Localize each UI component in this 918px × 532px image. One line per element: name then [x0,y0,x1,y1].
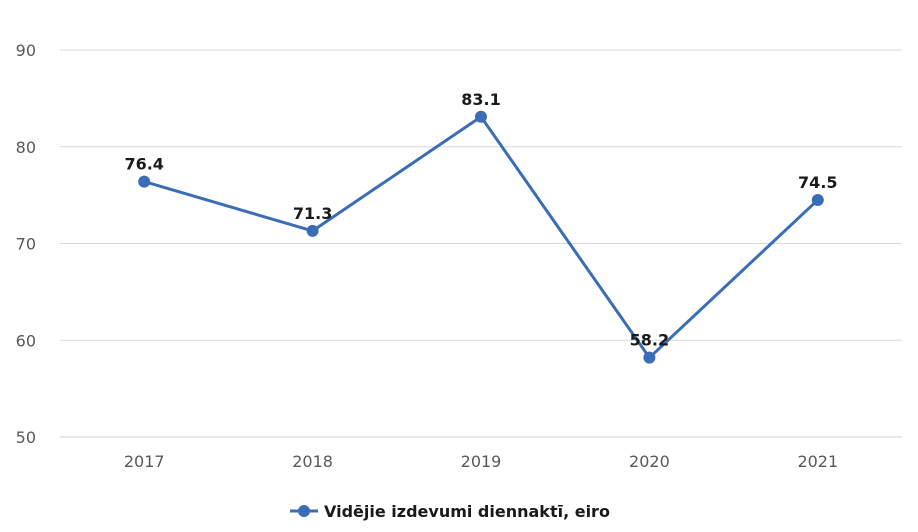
series-layer [138,110,824,364]
x-tick-label: 2021 [797,452,838,471]
gridlines [60,49,902,438]
x-tick-label: 2019 [461,452,502,471]
data-point[interactable] [306,224,319,237]
series-line [143,115,819,360]
y-tick-label: 60 [16,331,36,350]
x-axis-ticks: 2017 2018 2019 2020 2021 [124,452,838,471]
data-point[interactable] [475,110,487,123]
y-tick-label: 90 [16,41,36,60]
data-label: 74.5 [798,173,837,192]
legend-label: Vidējie izdevumi diennaktī, eiro [324,502,610,521]
legend[interactable]: Vidējie izdevumi diennaktī, eiro [290,502,610,521]
data-labels: 76.4 71.3 83.1 58.2 74.5 [124,90,837,350]
data-label: 83.1 [461,90,500,109]
y-axis-ticks: 50 60 70 80 90 [16,41,36,447]
data-point[interactable] [138,175,151,188]
x-tick-label: 2020 [629,452,670,471]
data-label: 58.2 [630,331,669,350]
y-tick-label: 80 [16,138,36,157]
x-tick-label: 2017 [124,452,165,471]
y-tick-label: 70 [16,235,36,254]
data-point[interactable] [643,351,656,364]
x-tick-label: 2018 [292,452,333,471]
y-tick-label: 50 [16,428,36,447]
legend-marker-icon [298,505,310,517]
data-label: 76.4 [124,155,163,174]
data-label: 71.3 [293,204,332,223]
data-point[interactable] [811,193,824,206]
